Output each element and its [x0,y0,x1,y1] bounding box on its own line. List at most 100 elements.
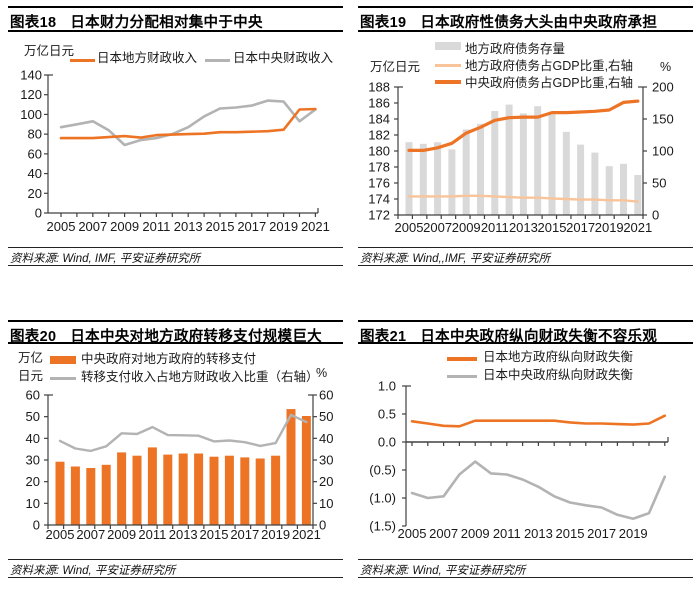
y-axis-tick-label: 178 [368,160,390,175]
legend-label: 中央政府对地方政府的转移支付 [81,352,257,366]
legend-label: 转移支付收入占地方财政收入比重（右轴） [81,370,319,384]
divider [8,320,343,322]
x-axis-tick-label: 2021 [292,527,321,542]
bar [591,152,599,215]
chart-card-18: 图表18 日本财力分配相对集中于中央 万亿日元 日本地方财政收入 日本中央财政收入 0… [0,0,350,296]
legend-label: 日本地方政府纵向财政失衡 [483,350,634,364]
bar [562,131,570,215]
x-axis-tick-label: 2007 [78,219,107,234]
bar [147,447,157,525]
y-axis-tick-label: 10 [319,496,333,511]
figure-title: 日本政府性债务大头由中央政府承担 [420,15,658,31]
bar [117,452,127,525]
bar [434,142,442,215]
y-axis-tick-label: 0 [35,206,42,221]
bar [548,114,556,215]
x-axis-tick-label: 2011 [493,526,521,541]
bar [605,166,613,215]
line-series [58,413,308,453]
y-axis-tick-label: 30 [319,453,333,468]
bar [286,409,296,525]
chart-card-19: 图表19 日本政府性债务大头由中央政府承担 万亿日元% 地方政府债务存量 地方政府债… [350,0,700,296]
divider [8,577,343,578]
divider [8,30,343,32]
bar [224,455,234,525]
x-axis-tick-label: 2005 [395,220,424,235]
bar [209,456,219,525]
x-axis-tick-label: 2009 [461,526,490,541]
bar [519,113,527,215]
y-axis-tick-label: 172 [368,208,390,223]
axis-unit-label: 万亿日元 [24,44,75,58]
x-axis-tick-label: 2021 [301,219,330,234]
figure-label: 图表18 [10,15,57,31]
y-axis-tick-label: 200 [652,80,674,95]
bar [255,458,265,525]
figure-label: 图表19 [360,15,407,31]
figure-title: 日本中央对地方政府转移支付规模巨大 [70,329,322,345]
bar [163,454,173,525]
divider [8,265,343,266]
axis-unit-label: 日元 [18,369,44,383]
axis-unit-label: 万亿日元 [370,60,421,74]
source-note: 资料来源: Wind,,IMF, 平安证券研究所 [360,253,551,265]
x-axis-tick-label: 2005 [47,219,76,234]
line-series [59,99,317,147]
divider [358,30,693,32]
legend-swatch-line [435,80,461,84]
bar [534,106,542,215]
divider [358,559,693,560]
figure-label: 图表20 [10,329,57,345]
bar [178,453,188,525]
x-axis-tick-label: 2015 [206,219,235,234]
y-axis-tick-label: 100 [20,107,42,122]
y-axis-tick-label: 176 [368,176,390,191]
bar [477,123,484,215]
bar [101,464,111,525]
y-axis-tick-label: 20 [319,474,333,489]
line-series [407,194,639,203]
y-axis-tick-label: 10 [26,496,40,511]
legend-swatch-bar [435,42,461,50]
legend-label: 日本地方财政收入 [97,51,198,65]
bar [634,175,642,215]
figure-header: 图表19 日本政府性债务大头由中央政府承担 [360,11,657,32]
divider [358,6,693,8]
x-axis-tick-label: 2015 [200,527,229,542]
x-axis-tick-label: 2017 [587,526,616,541]
x-axis-tick-label: 2005 [46,527,75,542]
bar [55,461,65,525]
line-series [410,460,667,520]
legend-swatch-line [70,59,95,62]
x-axis-tick-label: 2013 [524,526,553,541]
y-axis-tick-label: 150 [652,112,674,127]
y-axis-tick-label: 120 [20,87,42,102]
x-axis-tick-label: 2009 [452,220,481,235]
figure-label: 图表21 [360,329,407,345]
y-axis-tick-label: (1.0) [369,491,396,506]
y-axis-tick-label: 60 [28,146,42,161]
y-axis-tick-label: 80 [28,127,42,142]
legend-label: 中央政府债务占GDP比重,右轴 [465,76,634,90]
x-axis-tick-label: 2015 [538,220,567,235]
chart-area: 万亿日元% 地方政府债务存量 地方政府债务占GDP比重,右轴 中央政府债务占GDP比重… [350,0,700,296]
y-axis-tick-label: 182 [368,128,390,143]
x-axis-tick-label: 2011 [138,527,166,542]
x-axis-tick-label: 2011 [142,219,170,234]
y-axis-tick-label: 0 [319,518,326,533]
x-axis-tick-label: 2017 [566,220,595,235]
y-axis-tick-label: 0.5 [378,407,396,422]
x-axis-tick-label: 2019 [619,526,648,541]
x-axis-tick-label: 2009 [107,527,136,542]
bar [462,129,470,215]
y-axis-tick-label: 50 [26,409,40,424]
axis-unit-label: 万亿 [18,351,44,365]
y-axis-tick-label: (0.5) [369,463,396,478]
bar [194,453,204,525]
x-axis-tick-label: 2007 [429,526,458,541]
bar [240,457,250,525]
y-axis-tick-label: 0 [33,518,40,533]
